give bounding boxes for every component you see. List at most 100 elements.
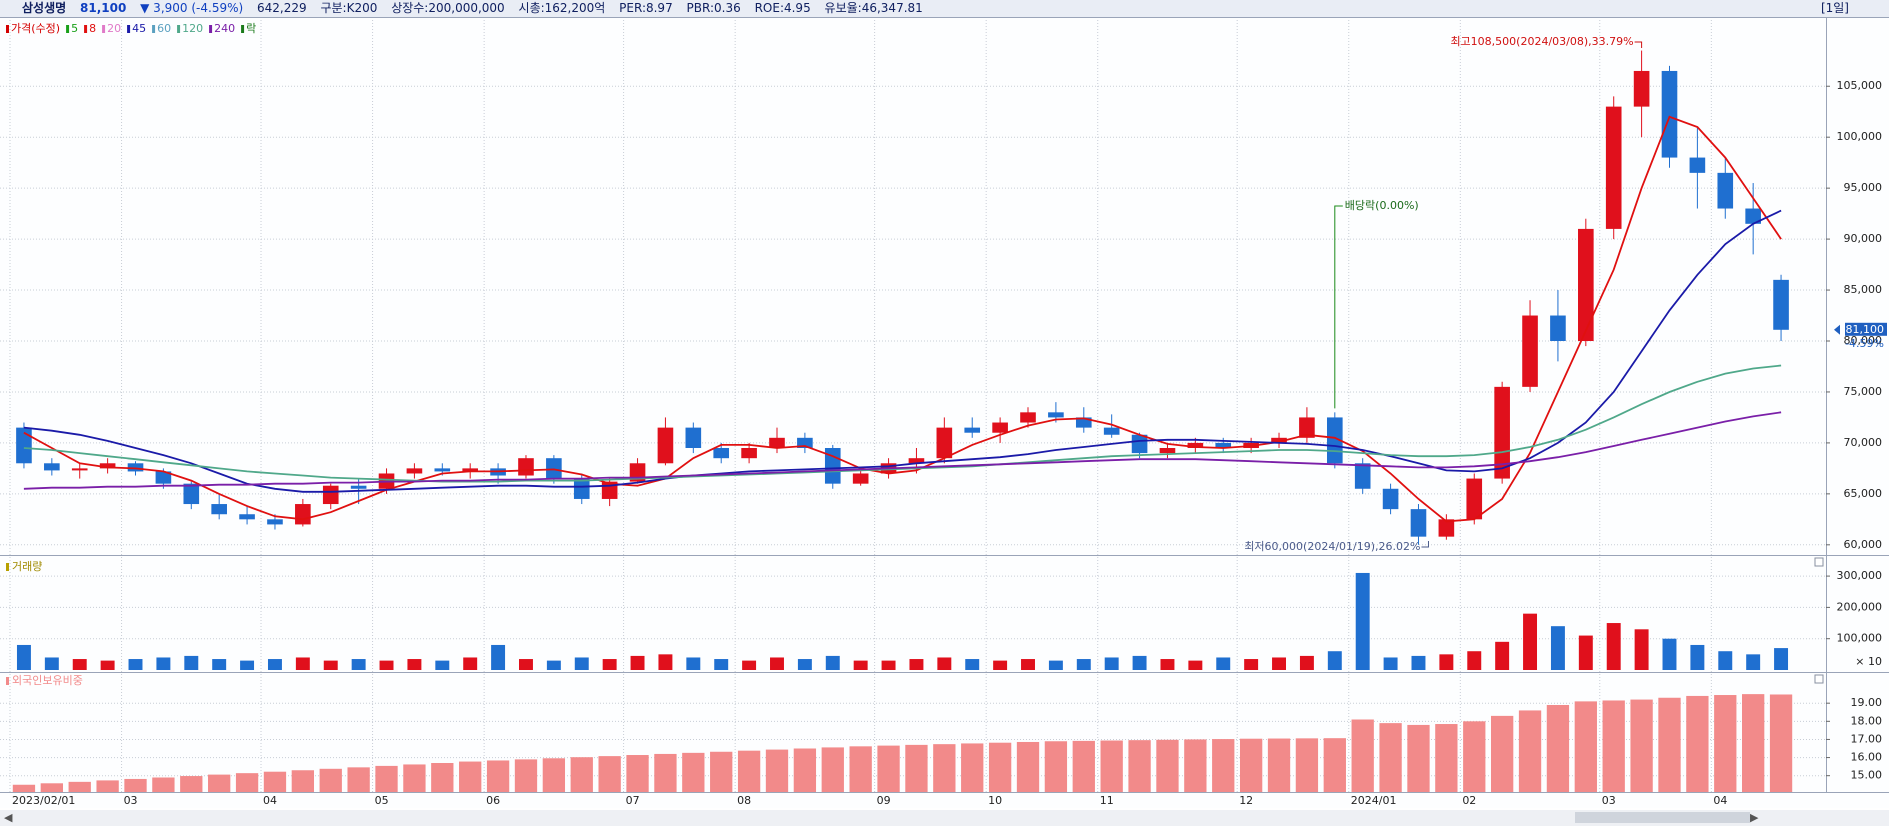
bar [514,759,538,792]
candle-body [267,519,283,525]
bar [1355,572,1370,670]
candle-body [1494,386,1510,479]
bar [1578,635,1593,670]
bar [235,773,259,792]
bar [1686,695,1709,792]
y-tick-label: 16.00 [1851,751,1883,764]
candle-body [992,422,1008,433]
bar [1128,740,1151,792]
candle-body [462,468,479,472]
bar [793,748,817,792]
y-tick-label: 15.00 [1851,769,1883,782]
bar [937,657,952,670]
annotation-arrow [1421,541,1429,548]
low-annotation: 최저60,000(2024/01/19),26.02% [1244,540,1420,553]
bar [323,660,338,670]
reserve: 유보율:46,347.81 [824,1,923,15]
panel-title: 외국인보유비중 [12,674,83,687]
y-tick-label: 200,000 [1837,600,1883,613]
bar [1518,710,1542,792]
bar [180,776,203,792]
bar [1132,655,1147,670]
bar [1435,724,1458,792]
bar [988,742,1012,792]
scroll-left[interactable]: ◀ [4,811,13,824]
candle-body [1354,463,1371,489]
panel-button[interactable] [1814,674,1824,684]
legend-label: 60 [157,22,171,35]
candle-body [295,504,311,525]
x-tick-label: 03 [124,794,138,807]
bar [965,659,980,670]
bar [933,744,956,792]
bar [1160,659,1175,670]
bar [1295,738,1319,792]
candle-body [71,468,88,471]
candle-body [1550,315,1566,341]
bar [1216,657,1231,670]
candle-body [350,485,367,489]
bar [1076,659,1091,670]
y-tick-label: 18.00 [1851,714,1883,727]
panel-button[interactable] [1814,557,1824,567]
bar [1044,741,1068,792]
bar [184,655,199,670]
legend-label: 가격(수정) [11,22,60,35]
bar [240,660,255,670]
candle-body [908,458,925,464]
y-tick-label: 100,000 [1837,130,1883,143]
bar [1658,697,1681,792]
scroll-right[interactable]: ▶ [1750,811,1759,824]
legend-label: 락 [246,22,256,35]
bar [519,659,533,670]
bar [630,655,645,670]
bar [574,657,589,670]
bar [682,752,705,792]
bar [1546,705,1570,792]
legend-label: 120 [182,22,203,35]
bar [993,660,1008,670]
per: PER:8.97 [619,1,673,15]
bar [403,764,426,792]
candle-body [1605,106,1622,229]
y-tick-label: 60,000 [1844,538,1883,551]
bar [463,657,478,670]
x-tick-label: 12 [1239,794,1253,807]
bar [853,660,868,670]
bar [825,655,840,670]
bar [1463,721,1486,792]
candle-body [1773,279,1789,330]
bar [44,657,59,670]
candle-body [1661,70,1678,158]
y-tick-label: 75,000 [1844,385,1883,398]
class: 구분:K200 [320,1,378,15]
bar [491,644,506,670]
bar [542,758,566,792]
y-tick-label: 100,000 [1837,632,1883,645]
y-tick-label: 300,000 [1837,569,1883,582]
scrollbar[interactable] [0,810,1889,826]
scroll-thumb[interactable] [1575,812,1750,823]
legend-swatch [177,25,181,33]
candle-body [1466,478,1483,520]
x-tick-label: 02 [1462,794,1476,807]
bar [1714,695,1737,792]
bar [208,774,231,792]
panel-title: 거래량 [12,560,42,573]
candle-body [1048,412,1064,418]
legend-label: 5 [71,22,78,35]
candle-body [1410,509,1427,537]
bar [1016,741,1040,792]
bar [1244,659,1259,670]
last-price: 81,100 [1846,323,1885,336]
bar [1100,740,1123,792]
annotation-arrow [1634,41,1643,48]
legend-label: 240 [214,22,235,35]
candle-body [713,448,730,459]
period[interactable]: [1일] [1820,1,1849,15]
bar [1602,700,1625,792]
y-tick-label: 70,000 [1844,436,1883,449]
y-tick-label: 95,000 [1844,181,1883,194]
candle-body [183,483,200,505]
